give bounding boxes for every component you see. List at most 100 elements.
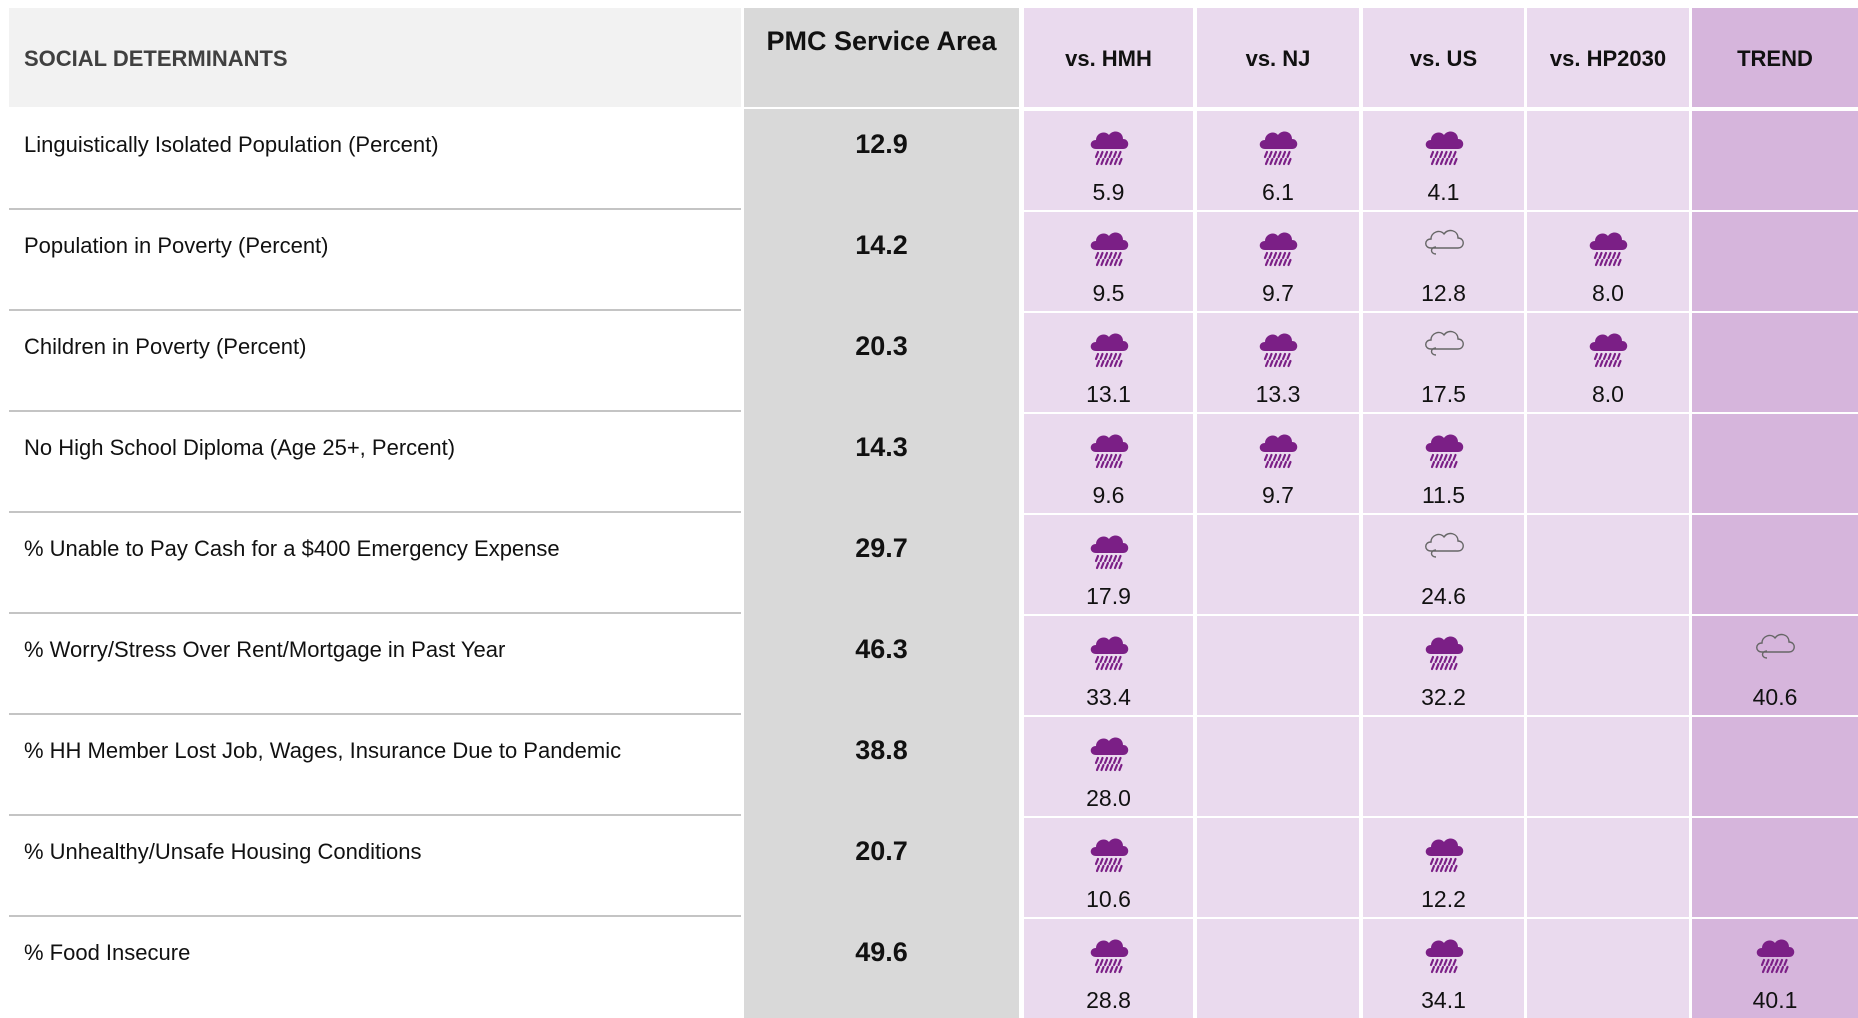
header-cell: PMC Service Area — [744, 8, 1019, 107]
header-cell: vs. NJ — [1197, 8, 1359, 107]
comparison-value: 34.1 — [1421, 987, 1466, 1013]
comparison-cell: 40.6 — [1692, 614, 1858, 715]
comparison-cell: 5.9 — [1024, 109, 1193, 210]
column-bg — [744, 109, 1019, 1018]
row-label-cell: % Unable to Pay Cash for a $400 Emergenc… — [9, 513, 741, 614]
storm-icon — [1090, 333, 1128, 368]
column-bg — [1197, 109, 1359, 1018]
row-label-cell: % Unhealthy/Unsafe Housing Conditions — [9, 816, 741, 917]
comparison-value: 9.7 — [1262, 482, 1294, 508]
comparison-cell — [1692, 311, 1858, 412]
header-cell: SOCIAL DETERMINANTS — [9, 8, 741, 107]
comparison-cell: 24.6 — [1363, 513, 1524, 614]
comparison-cell — [1692, 816, 1858, 917]
comparison-cell — [1692, 109, 1858, 210]
comparison-cell: 12.8 — [1363, 210, 1524, 311]
storm-icon — [1090, 535, 1128, 570]
comparison-value: 5.9 — [1092, 179, 1125, 205]
column-bg — [1363, 109, 1524, 1018]
comparison-value: 28.0 — [1086, 785, 1131, 811]
comparison-cell — [1197, 917, 1359, 1018]
header-cell: vs. HMH — [1024, 8, 1193, 107]
comparison-cell: 9.6 — [1024, 412, 1193, 513]
comparison-cell — [1197, 614, 1359, 715]
row-label: Linguistically Isolated Population (Perc… — [24, 132, 439, 157]
pmc-cell: 46.3 — [744, 614, 1019, 715]
comparison-cell: 17.9 — [1024, 513, 1193, 614]
comparison-cell: 11.5 — [1363, 412, 1524, 513]
comparison-cell: 28.8 — [1024, 917, 1193, 1018]
comparison-cell — [1527, 614, 1689, 715]
comparison-value: 33.4 — [1086, 684, 1131, 710]
comparison-cell: 9.5 — [1024, 210, 1193, 311]
comparison-cell — [1692, 513, 1858, 614]
header-text: PMC Service Area — [766, 26, 997, 56]
cloud-icon — [1424, 532, 1464, 558]
comparison-cell: 33.4 — [1024, 614, 1193, 715]
comparison-cell: 9.7 — [1197, 412, 1359, 513]
row-label: % Food Insecure — [24, 940, 191, 965]
header-text: vs. HP2030 — [1549, 46, 1667, 71]
pmc-value: 20.3 — [855, 331, 908, 361]
storm-icon — [1090, 434, 1128, 469]
pmc-value: 14.3 — [855, 432, 908, 462]
row-label-cell: Children in Poverty (Percent) — [9, 311, 741, 412]
row-label: Children in Poverty (Percent) — [24, 334, 307, 359]
comparison-value: 12.2 — [1421, 886, 1466, 912]
pmc-cell: 49.6 — [744, 917, 1019, 1018]
pmc-value: 14.2 — [855, 230, 908, 260]
header-cell: vs. US — [1363, 8, 1524, 107]
comparison-cell: 10.6 — [1024, 816, 1193, 917]
storm-icon — [1259, 333, 1298, 368]
header-text: vs. HMH — [1065, 46, 1152, 71]
cloud-icon — [1756, 633, 1795, 659]
pmc-value: 12.9 — [855, 129, 908, 159]
row-label-cell: Population in Poverty (Percent) — [9, 210, 741, 311]
comparison-cell — [1197, 513, 1359, 614]
comparison-cell: 28.0 — [1024, 715, 1193, 816]
storm-icon — [1425, 434, 1463, 469]
pmc-cell: 29.7 — [744, 513, 1019, 614]
row-label-cell: % Food Insecure — [9, 917, 741, 1018]
column-bg — [1692, 109, 1858, 1018]
header-text: TREND — [1737, 46, 1813, 71]
comparison-cell — [1692, 715, 1858, 816]
header-text: vs. US — [1409, 46, 1478, 71]
comparison-cell — [1527, 917, 1689, 1018]
comparison-cell: 34.1 — [1363, 917, 1524, 1018]
pmc-cell: 20.3 — [744, 311, 1019, 412]
column-bg — [1024, 109, 1193, 1018]
comparison-value: 11.5 — [1421, 482, 1466, 508]
comparison-value: 32.2 — [1421, 684, 1466, 710]
comparison-cell — [1692, 412, 1858, 513]
comparison-value: 9.6 — [1092, 482, 1125, 508]
comparison-value: 9.5 — [1092, 280, 1125, 306]
storm-icon — [1090, 636, 1128, 671]
comparison-cell — [1197, 816, 1359, 917]
cloud-icon — [1424, 229, 1464, 255]
comparison-value: 13.1 — [1086, 381, 1131, 407]
row-label: No High School Diploma (Age 25+, Percent… — [24, 435, 456, 460]
row-label: % HH Member Lost Job, Wages, Insurance D… — [24, 738, 622, 763]
comparison-cell — [1363, 715, 1524, 816]
comparison-cell: 40.1 — [1692, 917, 1858, 1018]
row-label-cell: No High School Diploma (Age 25+, Percent… — [9, 412, 741, 513]
pmc-value: 29.7 — [855, 533, 908, 563]
storm-icon — [1425, 131, 1463, 166]
storm-icon — [1090, 232, 1128, 267]
comparison-cell: 12.2 — [1363, 816, 1524, 917]
storm-icon — [1090, 838, 1128, 873]
comparison-cell: 8.0 — [1527, 311, 1689, 412]
comparison-value: 28.8 — [1086, 987, 1131, 1013]
storm-icon — [1589, 232, 1628, 267]
comparison-value: 40.1 — [1752, 987, 1798, 1013]
pmc-cell: 12.9 — [744, 109, 1019, 210]
storm-icon — [1259, 232, 1298, 267]
row-label: % Worry/Stress Over Rent/Mortgage in Pas… — [24, 637, 506, 662]
comparison-value: 8.0 — [1592, 381, 1624, 407]
storm-icon — [1090, 939, 1128, 974]
header-text: SOCIAL DETERMINANTS — [24, 46, 288, 71]
row-label: Population in Poverty (Percent) — [24, 233, 329, 258]
comparison-value: 8.0 — [1592, 280, 1624, 306]
